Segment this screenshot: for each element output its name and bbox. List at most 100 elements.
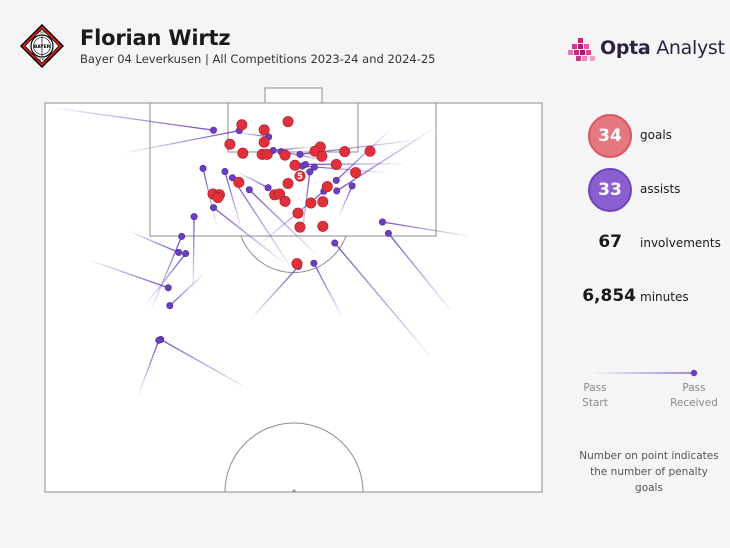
goal-shot-point xyxy=(274,188,286,200)
goal-frame xyxy=(264,87,323,104)
assist-received-point xyxy=(178,232,186,240)
legend-pass-received-line1: Pass xyxy=(682,382,706,394)
legend-pass-received: Pass Received xyxy=(664,381,724,411)
assist-layer xyxy=(54,107,469,395)
assist-pass-line xyxy=(334,242,432,358)
assist-pass-line xyxy=(90,259,169,289)
minutes-label: minutes xyxy=(640,290,689,304)
assist-pass-line xyxy=(169,274,204,307)
assist-pass-line xyxy=(231,177,294,271)
assist-received-point xyxy=(164,284,172,292)
goal-shot-point xyxy=(292,207,304,219)
assist-received-point xyxy=(228,174,236,182)
penalty-goal-count: 5 xyxy=(297,172,303,182)
assists-label: assists xyxy=(640,182,681,196)
assist-received-point xyxy=(310,163,318,171)
assist-pass-line xyxy=(129,231,179,253)
goal-shot-point xyxy=(279,195,291,207)
assist-received-point xyxy=(199,164,207,172)
assist-pass-line xyxy=(224,171,243,231)
page-subtitle: Bayer 04 Leverkusen | All Competitions 2… xyxy=(80,52,436,66)
goal-shot-point xyxy=(321,181,333,193)
crest-bottom-text: Leverkusen xyxy=(33,58,51,62)
goal-shot-point xyxy=(317,220,329,232)
assist-pass-line xyxy=(192,216,195,290)
goal-shot-point xyxy=(282,178,294,190)
goals-badge: 34 xyxy=(588,114,632,158)
goal-layer: 5 xyxy=(207,116,376,270)
brand-name: Opta Analyst xyxy=(600,37,725,59)
goal-shot-point xyxy=(316,150,328,162)
bayer-crest-icon: BAYER 1904 Leverkusen xyxy=(20,24,64,68)
assist-pass-line xyxy=(382,221,469,237)
assist-received-point xyxy=(310,259,318,267)
legend-pass-start-line1: Pass xyxy=(583,382,607,394)
assist-pass-line xyxy=(387,232,451,310)
assist-pass-line xyxy=(238,172,269,189)
opta-analyst-logo: Opta Analyst xyxy=(568,36,725,66)
assist-pass-line xyxy=(313,262,343,318)
assist-received-point xyxy=(190,213,198,221)
brand-name-light: Analyst xyxy=(650,37,725,59)
brand-name-bold: Opta xyxy=(600,37,651,59)
assist-received-point xyxy=(175,248,183,256)
assist-pass-line xyxy=(338,185,353,217)
assist-pass-line xyxy=(250,265,299,319)
goal-shot-point xyxy=(261,148,273,160)
penalty-note: Number on point indicates the number of … xyxy=(579,450,719,494)
assist-pass-line xyxy=(213,207,284,264)
assist-received-point xyxy=(384,229,392,237)
centre-circle xyxy=(224,422,364,493)
assist-pass-line xyxy=(248,189,318,256)
assist-received-point xyxy=(209,126,217,134)
goal-shot-point xyxy=(289,159,301,171)
crest-top-text: 1904 xyxy=(38,31,47,35)
assist-received-point xyxy=(378,218,386,226)
assist-pass-line xyxy=(150,236,183,310)
involvements-label: involvements xyxy=(640,236,721,250)
assist-received-point xyxy=(306,168,314,176)
assist-received-point xyxy=(264,184,272,192)
assist-pass-line xyxy=(336,128,434,192)
assist-received-point xyxy=(221,167,229,175)
assist-received-point xyxy=(332,176,340,184)
goal-shot-point xyxy=(279,149,291,161)
assist-pass-line xyxy=(137,340,160,395)
goal-shot-point xyxy=(350,167,362,179)
goal-shot-point xyxy=(339,146,351,158)
assist-pass-line xyxy=(160,338,248,389)
goal-shot-point xyxy=(224,138,236,150)
goal-shot-point xyxy=(233,176,245,188)
goal-shot-point xyxy=(294,221,306,233)
goal-shot-point xyxy=(212,192,224,204)
goal-shot-point xyxy=(237,147,249,159)
goal-shot-point xyxy=(364,145,376,157)
goal-shot-point xyxy=(291,258,303,270)
assist-pass-line xyxy=(124,129,240,154)
goal-shot-point xyxy=(258,136,270,148)
legend-pass-received-line2: Received xyxy=(670,397,718,409)
assist-received-point xyxy=(333,187,341,195)
centre-spot xyxy=(292,489,296,493)
assist-received-point xyxy=(245,186,253,194)
goal-shot-point xyxy=(317,196,329,208)
legend-pass-start: Pass Start xyxy=(574,381,616,411)
involvements-value: 67 xyxy=(598,232,622,252)
goals-label: goals xyxy=(640,128,672,142)
goal-shot-point xyxy=(305,197,317,209)
assist-pass-line xyxy=(146,253,187,303)
legend-received-point xyxy=(690,369,698,377)
assist-received-point xyxy=(155,336,163,344)
page-title: Florian Wirtz xyxy=(80,26,231,50)
assist-received-point xyxy=(331,239,339,247)
header: BAYER 1904 Leverkusen Florian Wirtz Baye… xyxy=(0,0,730,90)
crest-center-text: BAYER xyxy=(34,44,51,50)
assist-received-point xyxy=(166,302,174,310)
assist-received-point xyxy=(209,204,217,212)
opta-logo-icon xyxy=(568,38,595,61)
goal-shot-point xyxy=(294,170,306,182)
assist-received-point xyxy=(296,150,304,158)
assist-pass-line xyxy=(54,107,214,131)
minutes-value: 6,854 xyxy=(582,286,636,306)
